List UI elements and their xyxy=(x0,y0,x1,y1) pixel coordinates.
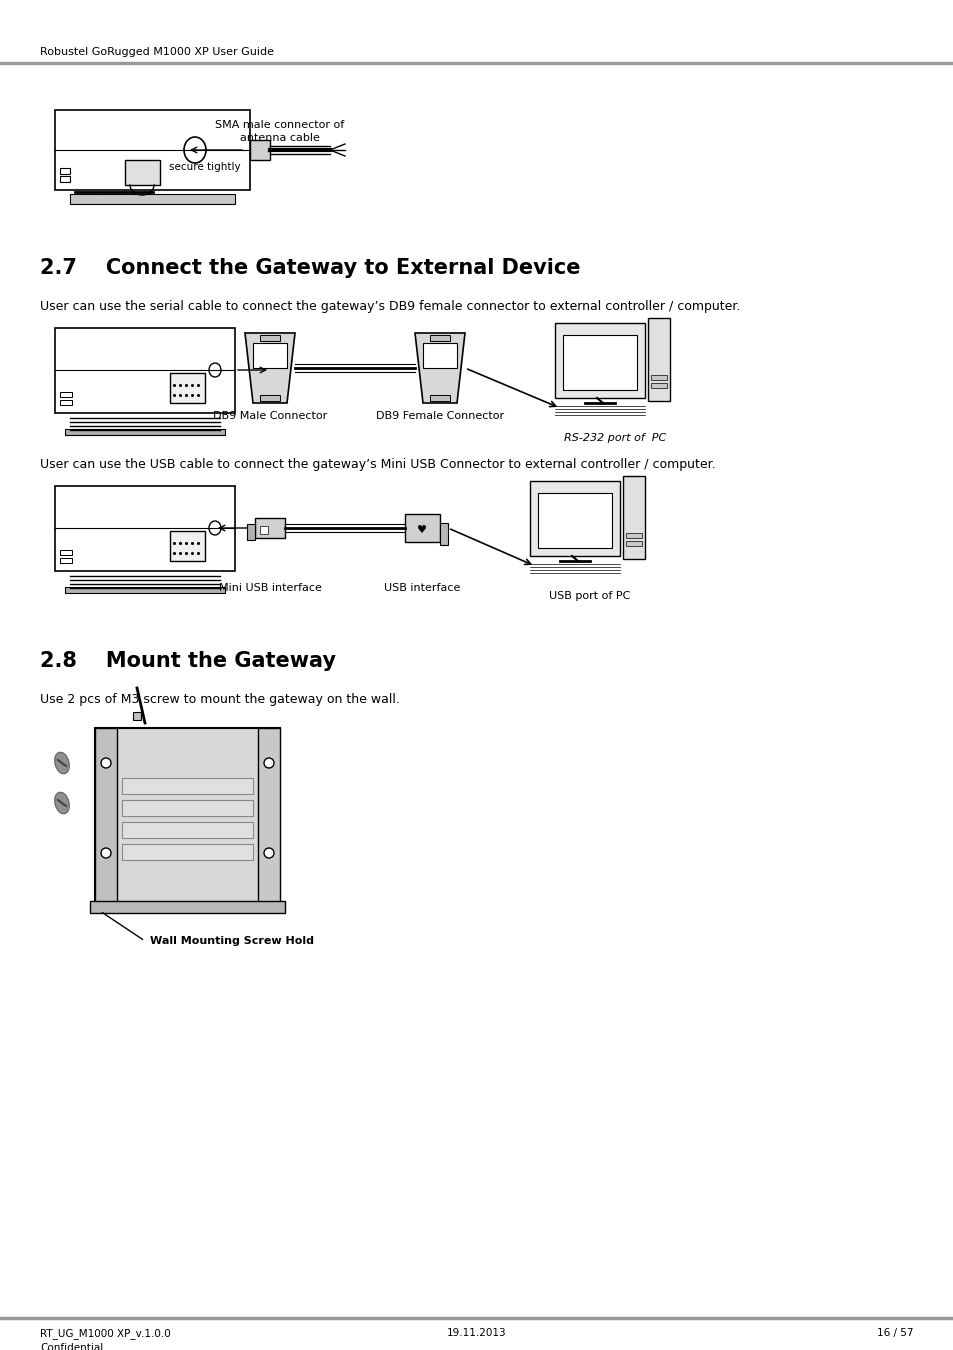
Bar xyxy=(250,140,270,161)
Text: SMA male connector of: SMA male connector of xyxy=(215,120,344,130)
Ellipse shape xyxy=(264,848,274,859)
Bar xyxy=(253,343,287,369)
Text: USB interface: USB interface xyxy=(383,583,459,593)
Text: USB port of PC: USB port of PC xyxy=(549,591,630,601)
Ellipse shape xyxy=(264,757,274,768)
Bar xyxy=(247,524,254,540)
Bar xyxy=(95,728,117,903)
Bar xyxy=(537,493,612,548)
Polygon shape xyxy=(415,333,464,404)
Ellipse shape xyxy=(209,363,221,377)
Text: Use 2 pcs of M3 screw to mount the gateway on the wall.: Use 2 pcs of M3 screw to mount the gatew… xyxy=(40,693,399,706)
Bar xyxy=(132,711,141,720)
Bar xyxy=(260,396,280,401)
Text: secure tightly: secure tightly xyxy=(169,162,240,171)
Bar xyxy=(622,477,644,559)
Text: Wall Mounting Screw Hold: Wall Mounting Screw Hold xyxy=(150,936,314,946)
Bar xyxy=(562,335,637,390)
Bar xyxy=(90,900,285,913)
Bar xyxy=(55,109,250,190)
Bar xyxy=(254,518,285,539)
Bar xyxy=(257,728,280,903)
Bar xyxy=(60,549,71,555)
Bar xyxy=(625,541,641,545)
Bar xyxy=(122,844,253,860)
Bar xyxy=(70,194,234,204)
Bar xyxy=(95,728,280,903)
Bar xyxy=(122,801,253,815)
Bar xyxy=(260,526,268,535)
Bar xyxy=(60,558,71,563)
Text: 19.11.2013: 19.11.2013 xyxy=(447,1328,506,1338)
Text: Mini USB interface: Mini USB interface xyxy=(218,583,321,593)
Ellipse shape xyxy=(209,521,221,535)
Ellipse shape xyxy=(101,757,111,768)
Bar xyxy=(647,319,669,401)
Text: RT_UG_M1000 XP_v.1.0.0
Confidential: RT_UG_M1000 XP_v.1.0.0 Confidential xyxy=(40,1328,171,1350)
Bar xyxy=(122,778,253,794)
Bar xyxy=(55,486,234,571)
Polygon shape xyxy=(245,333,294,404)
Bar xyxy=(439,522,448,545)
Text: DB9 Male Connector: DB9 Male Connector xyxy=(213,410,327,421)
Bar xyxy=(650,375,666,379)
Bar xyxy=(60,176,70,182)
Ellipse shape xyxy=(184,136,206,163)
Bar xyxy=(170,373,205,404)
Text: RS-232 port of  PC: RS-232 port of PC xyxy=(563,433,665,443)
Text: User can use the USB cable to connect the gateway’s Mini USB Connector to extern: User can use the USB cable to connect th… xyxy=(40,458,715,471)
Text: DB9 Female Connector: DB9 Female Connector xyxy=(375,410,503,421)
Bar xyxy=(530,481,619,556)
Bar xyxy=(170,531,205,562)
Bar xyxy=(55,328,234,413)
Bar xyxy=(122,822,253,838)
Bar xyxy=(260,335,280,342)
Ellipse shape xyxy=(54,792,70,814)
Text: 2.8    Mount the Gateway: 2.8 Mount the Gateway xyxy=(40,651,335,671)
Bar xyxy=(60,167,70,174)
Text: User can use the serial cable to connect the gateway’s DB9 female connector to e: User can use the serial cable to connect… xyxy=(40,300,740,313)
Bar xyxy=(650,383,666,387)
Bar xyxy=(555,323,644,398)
Bar xyxy=(60,392,71,397)
Bar xyxy=(125,161,160,185)
Text: ♥: ♥ xyxy=(416,525,427,535)
Bar xyxy=(65,429,225,435)
Text: 16 / 57: 16 / 57 xyxy=(877,1328,913,1338)
Bar xyxy=(430,335,450,342)
Bar xyxy=(422,343,456,369)
Text: Robustel GoRugged M1000 XP User Guide: Robustel GoRugged M1000 XP User Guide xyxy=(40,47,274,57)
Ellipse shape xyxy=(54,752,70,774)
Ellipse shape xyxy=(101,848,111,859)
Bar xyxy=(625,533,641,539)
Bar xyxy=(60,400,71,405)
Bar xyxy=(405,514,439,541)
Text: 2.7    Connect the Gateway to External Device: 2.7 Connect the Gateway to External Devi… xyxy=(40,258,579,278)
Bar xyxy=(430,396,450,401)
Text: antenna cable: antenna cable xyxy=(240,134,319,143)
Bar xyxy=(65,587,225,593)
